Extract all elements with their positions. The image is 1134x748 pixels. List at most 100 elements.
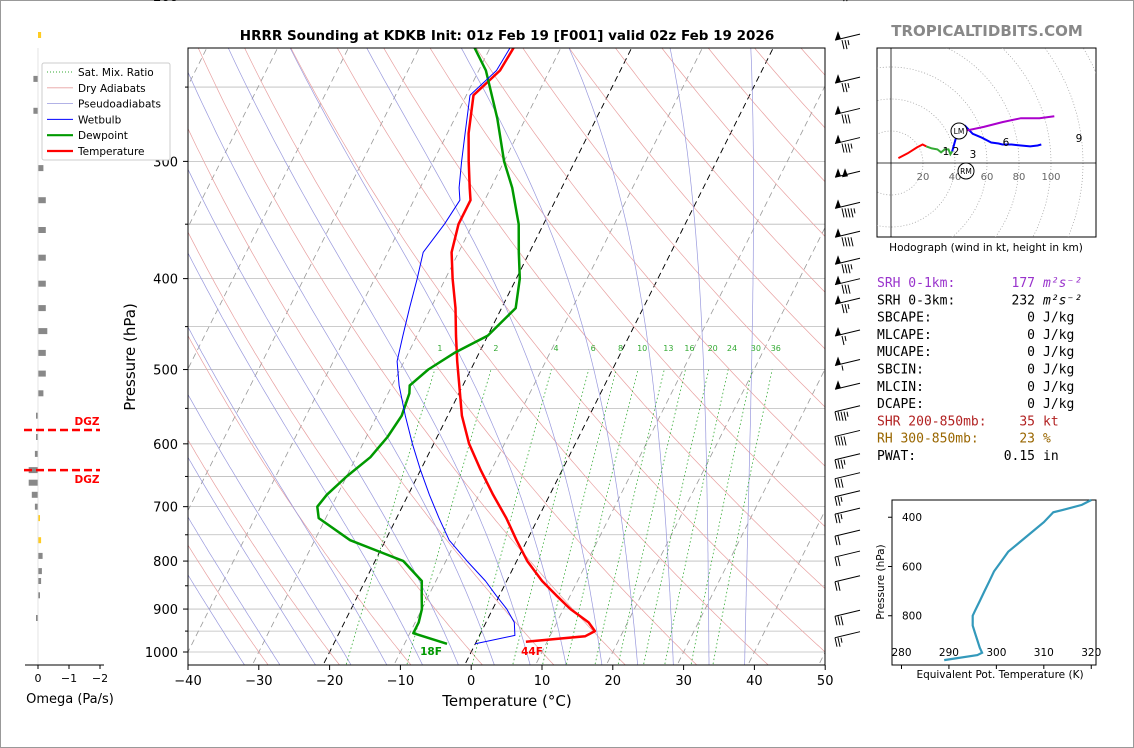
- param-label: SRH 0-3km:: [877, 293, 955, 308]
- mixing-ratio-line: [542, 369, 617, 665]
- barb-pennant: [835, 356, 841, 366]
- mixing-ratio-label: 2: [493, 344, 498, 353]
- param-unit: kt: [1043, 414, 1059, 429]
- dgz-label: DGZ: [75, 474, 100, 486]
- barb-staff: [834, 609, 861, 617]
- barb-half: [850, 143, 853, 149]
- barb-pennant: [835, 134, 841, 144]
- omega-bar: [38, 592, 40, 599]
- wind-barb: [834, 199, 861, 218]
- wind-barb: [834, 31, 861, 50]
- barb-full: [840, 459, 844, 469]
- barb-full: [847, 114, 851, 124]
- barb-pennant: [835, 275, 841, 285]
- param-value: 177: [1012, 276, 1035, 291]
- hodograph-height-label: 2: [953, 146, 960, 158]
- barb-full: [840, 616, 844, 626]
- omega-bar: [38, 568, 42, 575]
- dry-adiabat: [290, 48, 769, 665]
- parameter-table: SRH 0-1km: 177 m²s⁻² SRH 0-3km: 232 m²s⁻² SBCA…: [877, 276, 1082, 464]
- barb-full: [841, 303, 845, 314]
- omega-bar: [38, 370, 46, 377]
- dry-adiabat: [383, 48, 825, 589]
- param-label: SHR 200-850mb:: [877, 414, 987, 429]
- barb-half: [840, 514, 843, 520]
- mixing-ratio-label: 8: [618, 344, 623, 353]
- storm-motion-marker: [950, 122, 968, 140]
- mixing-ratio-label: 4: [553, 344, 558, 353]
- omega-bar: [36, 434, 38, 440]
- barb-full: [837, 411, 841, 421]
- pseudoadiabat: [289, 48, 567, 665]
- omega-tick-label: −2: [92, 672, 108, 685]
- param-label: SBCIN:: [877, 363, 924, 378]
- freezing-isotherm: [464, 48, 774, 665]
- omega-bar: [33, 107, 38, 114]
- barb-pennant: [835, 228, 841, 238]
- param-label: SBCAPE:: [877, 311, 932, 326]
- dry-adiabat: [522, 48, 825, 408]
- barb-full: [837, 637, 841, 647]
- param-value: 0: [1027, 363, 1035, 378]
- wind-barb: [834, 275, 861, 294]
- isotherm: [188, 48, 491, 653]
- barb-full: [844, 82, 848, 93]
- barb-staff: [834, 529, 861, 537]
- omega-bar: [36, 412, 38, 419]
- param-unit: in: [1043, 449, 1059, 464]
- x-tick-label: −30: [245, 674, 272, 689]
- barb-full: [844, 237, 848, 247]
- omega-bar: [38, 197, 46, 204]
- wind-barb: [834, 295, 861, 314]
- omega-bar: [31, 491, 38, 498]
- pseudoadiabat: [188, 456, 316, 665]
- barb-full: [837, 616, 841, 626]
- wind-barb: [834, 326, 861, 346]
- mixing-ratio-line: [565, 369, 639, 665]
- barb-full: [844, 264, 848, 274]
- barb-full: [834, 581, 838, 591]
- barb-full: [841, 114, 845, 124]
- surface-dewpoint-label: 18F: [420, 646, 442, 658]
- barb-full: [834, 459, 838, 469]
- barb-full: [850, 237, 854, 247]
- barb-pennant: [835, 199, 841, 209]
- storm-motion-marker: [957, 162, 975, 180]
- omega-bar: [38, 537, 42, 544]
- mixing-ratio-line: [712, 369, 773, 665]
- pseudoadiabat: [188, 168, 459, 665]
- omega-bar: [38, 578, 42, 584]
- barb-staff: [834, 405, 861, 413]
- barb-pennant: [835, 168, 841, 178]
- barb-full: [837, 536, 841, 546]
- barb-full: [834, 478, 838, 488]
- omega-bar: [38, 349, 46, 356]
- param-unit: J/kg: [1043, 311, 1074, 326]
- legend-entry: Wetbulb: [78, 114, 122, 126]
- param-value: 0: [1027, 311, 1035, 326]
- mixing-ratio-label: 6: [591, 344, 596, 353]
- pseudoadiabat: [568, 48, 674, 665]
- dry-adiabat: [429, 48, 825, 527]
- omega-bar: [28, 467, 38, 474]
- barb-half: [840, 496, 843, 502]
- omega-bar: [36, 615, 38, 621]
- wind-barb: [834, 631, 861, 647]
- omega-bar: [38, 552, 43, 559]
- pseudoadiabat: [669, 48, 710, 665]
- barb-pennant: [835, 105, 841, 115]
- dry-adiabat: [244, 48, 698, 665]
- barb-full: [841, 143, 845, 153]
- dry-adiabat: [336, 48, 825, 653]
- param-unit: J/kg: [1043, 345, 1074, 360]
- hodograph-ring-label: 80: [1013, 172, 1026, 183]
- barb-staff: [834, 575, 861, 583]
- barb-pennant: [835, 74, 841, 84]
- barb-full: [844, 40, 848, 50]
- hodograph-height-label: 9: [1076, 133, 1083, 145]
- barb-full: [837, 478, 841, 488]
- mixing-ratio-label: 16: [684, 344, 694, 353]
- param-label: DCAPE:: [877, 397, 924, 412]
- omega-bar: [38, 32, 42, 38]
- barb-pennant: [835, 255, 841, 265]
